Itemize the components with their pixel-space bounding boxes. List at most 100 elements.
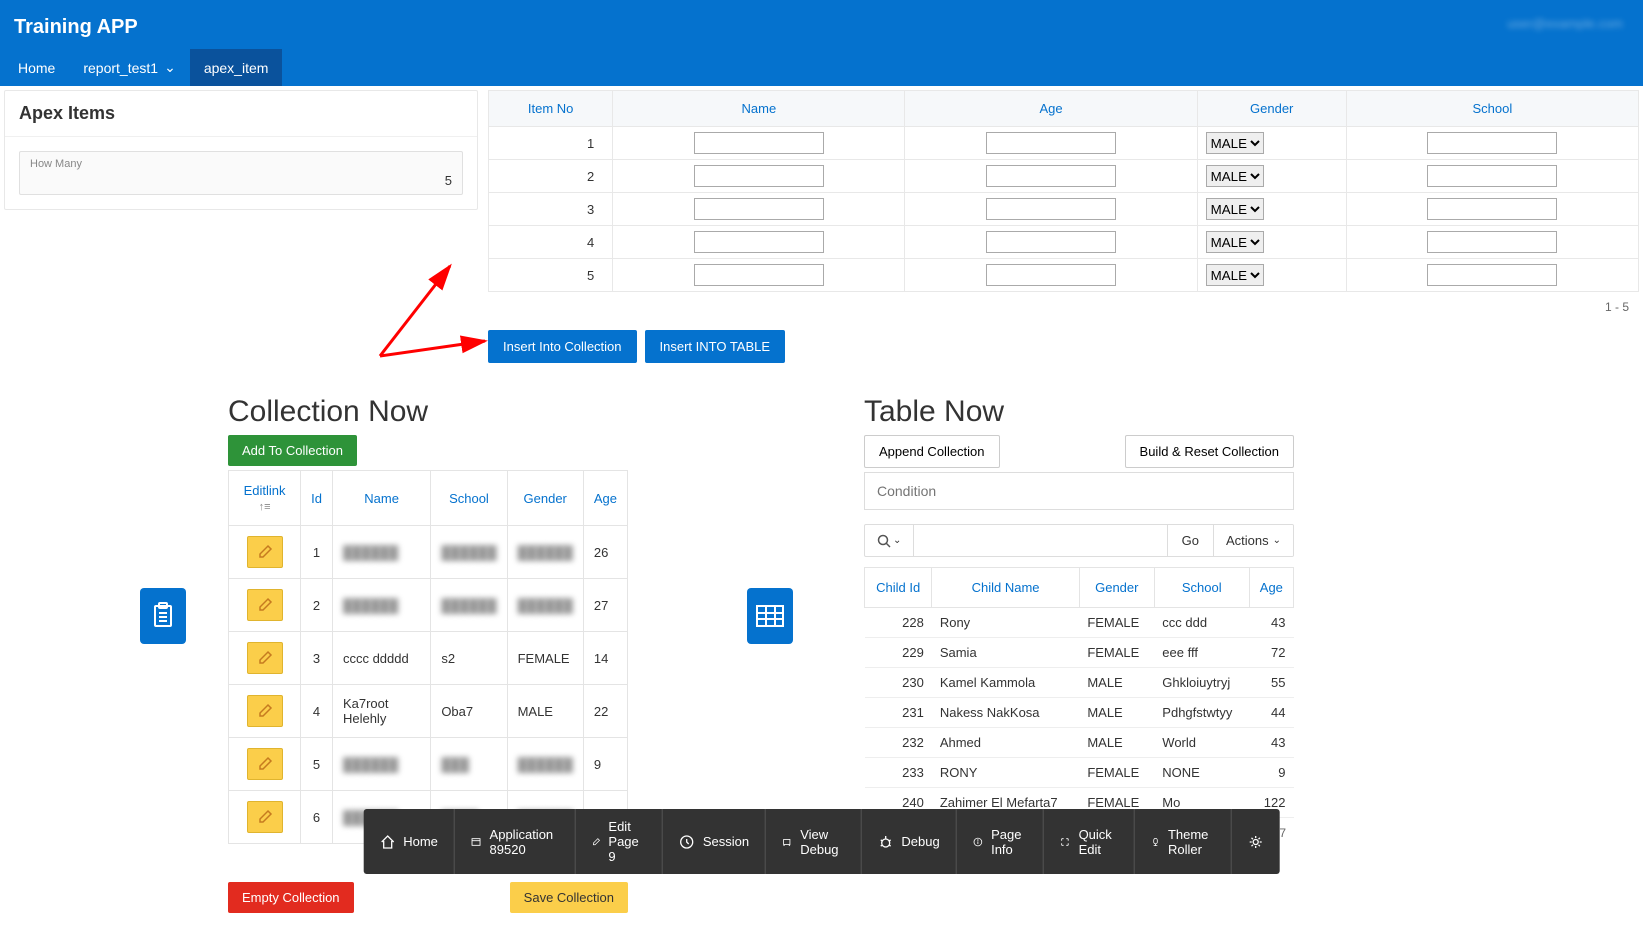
age-input[interactable] xyxy=(986,165,1116,187)
gender-select[interactable]: MALEFEMALE xyxy=(1206,132,1264,154)
chevron-down-icon: ⌄ xyxy=(893,535,901,546)
gender-select[interactable]: MALEFEMALE xyxy=(1206,198,1264,220)
dev-home[interactable]: Home xyxy=(363,809,455,874)
grid-side-button[interactable] xyxy=(747,588,793,644)
item-grid-range: 1 - 5 xyxy=(488,292,1639,322)
dev-gear[interactable] xyxy=(1232,809,1280,874)
insert-into-table-button[interactable]: Insert INTO TABLE xyxy=(645,330,786,363)
child-id-cell: 230 xyxy=(865,668,932,698)
school-input[interactable] xyxy=(1427,231,1557,253)
col-age[interactable]: Age xyxy=(1040,101,1063,116)
school-cell: ██████ xyxy=(431,526,507,579)
region-title: Apex Items xyxy=(5,91,477,137)
age-input[interactable] xyxy=(986,132,1116,154)
school-cell: World xyxy=(1154,728,1249,758)
school-input[interactable] xyxy=(1427,165,1557,187)
dev-quick-edit[interactable]: Quick Edit xyxy=(1044,809,1134,874)
tab-home[interactable]: Home xyxy=(4,49,69,86)
col-school[interactable]: School xyxy=(1473,101,1513,116)
build-reset-button[interactable]: Build & Reset Collection xyxy=(1125,435,1294,468)
clipboard-side-button[interactable] xyxy=(140,588,186,644)
collection-title: Collection Now xyxy=(228,395,628,429)
gender-select[interactable]: MALEFEMALE xyxy=(1206,165,1264,187)
dev-session[interactable]: Session xyxy=(663,809,766,874)
col-gender[interactable]: Gender xyxy=(1250,101,1293,116)
col-itemno[interactable]: Item No xyxy=(528,101,574,116)
age-input[interactable] xyxy=(986,198,1116,220)
col-editlink[interactable]: Editlink ↑≡ xyxy=(244,483,286,513)
name-input[interactable] xyxy=(694,198,824,220)
school-input[interactable] xyxy=(1427,264,1557,286)
dev-view-debug[interactable]: View Debug xyxy=(766,809,861,874)
name-input[interactable] xyxy=(694,132,824,154)
col-child-name[interactable]: Child Name xyxy=(972,580,1040,595)
actions-button[interactable]: Actions⌄ xyxy=(1213,525,1293,556)
school-input[interactable] xyxy=(1427,132,1557,154)
edit-row-button[interactable] xyxy=(247,536,283,568)
item-no-cell: 1 xyxy=(489,127,613,160)
col-gender2[interactable]: Gender xyxy=(524,491,567,506)
name-input[interactable] xyxy=(694,264,824,286)
search-input[interactable] xyxy=(914,525,1166,556)
child-id-cell: 228 xyxy=(865,608,932,638)
name-input[interactable] xyxy=(694,165,824,187)
gender-cell: FEMALE xyxy=(1079,608,1154,638)
ir-toolbar: ⌄ Go Actions⌄ xyxy=(864,524,1294,557)
name-cell: ██████ xyxy=(332,738,430,791)
age-input[interactable] xyxy=(986,264,1116,286)
child-id-cell: 233 xyxy=(865,758,932,788)
save-collection-button[interactable]: Save Collection xyxy=(510,882,628,913)
name-cell: cccc ddddd xyxy=(332,632,430,685)
go-button[interactable]: Go xyxy=(1167,525,1213,556)
child-id-cell: 231 xyxy=(865,698,932,728)
col-child-id[interactable]: Child Id xyxy=(876,580,920,595)
edit-row-button[interactable] xyxy=(247,748,283,780)
empty-collection-button[interactable]: Empty Collection xyxy=(228,882,354,913)
tab-report-test1[interactable]: report_test1 ⌄ xyxy=(69,49,189,86)
child-name-cell: Kamel Kammola xyxy=(932,668,1079,698)
user-menu[interactable]: user@example.com xyxy=(1487,0,1643,47)
collection-row: 4 Ka7root Helehly Oba7 MALE 22 xyxy=(229,685,628,738)
gender-select[interactable]: MALEFEMALE xyxy=(1206,264,1264,286)
search-column-button[interactable]: ⌄ xyxy=(865,525,914,556)
gender-cell: FEMALE xyxy=(507,632,583,685)
condition-input[interactable] xyxy=(864,472,1294,510)
age-input[interactable] xyxy=(986,231,1116,253)
age-cell: 43 xyxy=(1249,728,1293,758)
how-many-label: How Many xyxy=(30,158,82,170)
insert-into-collection-button[interactable]: Insert Into Collection xyxy=(488,330,637,363)
col-gender3[interactable]: Gender xyxy=(1095,580,1138,595)
name-input[interactable] xyxy=(694,231,824,253)
add-to-collection-button[interactable]: Add To Collection xyxy=(228,435,357,466)
school-cell: NONE xyxy=(1154,758,1249,788)
col-age3[interactable]: Age xyxy=(1260,580,1283,595)
gender-cell: ██████ xyxy=(507,579,583,632)
dev-page-info[interactable]: Page Info xyxy=(957,809,1044,874)
age-cell: 27 xyxy=(583,579,627,632)
gender-select[interactable]: MALEFEMALE xyxy=(1206,231,1264,253)
age-cell: 22 xyxy=(583,685,627,738)
tab-apex-item[interactable]: apex_item xyxy=(190,49,283,86)
app-header: user@example.com Training APP Home repor… xyxy=(0,0,1643,86)
age-cell: 9 xyxy=(1249,758,1293,788)
col-id[interactable]: Id xyxy=(311,491,322,506)
how-many-field[interactable]: How Many 5 xyxy=(19,151,463,195)
col-name2[interactable]: Name xyxy=(364,491,399,506)
child-name-cell: Ahmed xyxy=(932,728,1079,758)
edit-row-button[interactable] xyxy=(247,642,283,674)
dev-theme-roller[interactable]: Theme Roller xyxy=(1134,809,1231,874)
append-collection-button[interactable]: Append Collection xyxy=(864,435,1000,468)
edit-row-button[interactable] xyxy=(247,589,283,621)
dev-debug[interactable]: Debug xyxy=(861,809,956,874)
dev-edit-page[interactable]: Edit Page 9 xyxy=(575,809,662,874)
col-school3[interactable]: School xyxy=(1182,580,1222,595)
edit-row-button[interactable] xyxy=(247,695,283,727)
dev-application[interactable]: Application 89520 xyxy=(455,809,576,874)
school-input[interactable] xyxy=(1427,198,1557,220)
col-name[interactable]: Name xyxy=(742,101,777,116)
col-age2[interactable]: Age xyxy=(594,491,617,506)
id-cell: 5 xyxy=(301,738,333,791)
col-school2[interactable]: School xyxy=(449,491,489,506)
id-cell: 3 xyxy=(301,632,333,685)
edit-row-button[interactable] xyxy=(247,801,283,833)
